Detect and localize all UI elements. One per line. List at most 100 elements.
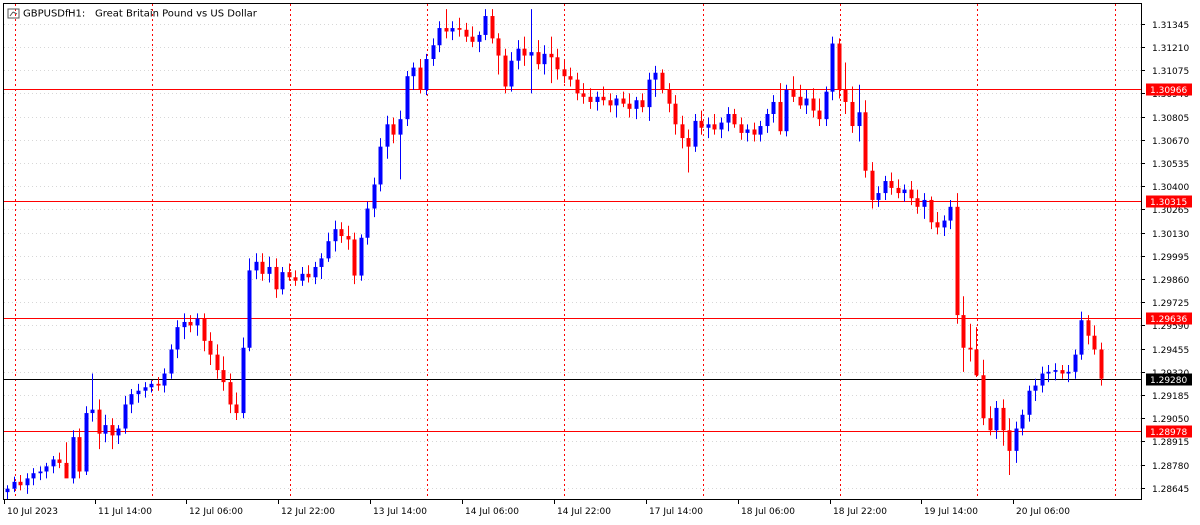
- bear-candle: [739, 117, 744, 140]
- candle-body: [175, 327, 180, 350]
- bull-candle: [1014, 421, 1019, 463]
- bull-candle: [195, 313, 200, 336]
- bear-candle: [981, 359, 986, 426]
- bull-candle: [948, 199, 953, 230]
- bear-candle: [202, 313, 207, 352]
- candle-body: [660, 72, 665, 90]
- candle-body: [496, 38, 501, 56]
- bull-candle: [1053, 363, 1058, 381]
- bear-candle: [575, 72, 580, 101]
- bull-candle: [1040, 366, 1045, 393]
- bull-candle: [431, 38, 436, 66]
- candle-body: [896, 187, 901, 194]
- bull-candle: [1027, 385, 1032, 422]
- bear-candle: [503, 48, 508, 94]
- bear-candle: [732, 108, 737, 128]
- candle-body: [391, 124, 396, 135]
- bear-candle: [712, 114, 717, 135]
- candle-body: [372, 184, 377, 209]
- bear-candle: [457, 17, 462, 37]
- bear-candle: [339, 222, 344, 243]
- candle-body: [876, 193, 881, 200]
- bull-candle: [477, 31, 482, 53]
- bear-candle: [935, 211, 940, 235]
- bear-candle: [837, 38, 842, 99]
- bull-candle: [143, 382, 148, 398]
- candle-body: [758, 126, 763, 135]
- candle-body: [116, 428, 121, 436]
- bull-candle: [542, 45, 547, 75]
- bull-candle: [516, 40, 521, 70]
- candle-body: [1086, 320, 1091, 336]
- candle-body: [1066, 371, 1071, 374]
- bear-candle: [778, 83, 783, 135]
- candle-body: [863, 112, 868, 171]
- candle-body: [1046, 371, 1051, 374]
- time-tick-label: 18 Jul 06:00: [741, 507, 795, 517]
- bull-candle: [771, 95, 776, 123]
- candle-body: [123, 404, 128, 429]
- price-tick-label: 1.29995: [1152, 253, 1189, 263]
- bear-candle: [621, 91, 626, 108]
- time-tick-label: 13 Jul 14:00: [373, 507, 427, 517]
- candle-body: [274, 266, 279, 290]
- candle-body: [44, 466, 49, 472]
- candle-body: [555, 57, 560, 70]
- candle-body: [824, 91, 829, 120]
- candle-body: [522, 48, 527, 56]
- bull-candle: [71, 430, 76, 484]
- bear-candle: [640, 93, 645, 113]
- price-tick-label: 1.29725: [1152, 299, 1189, 309]
- candle-body: [103, 425, 108, 434]
- bear-candle: [798, 84, 803, 109]
- price-tick-label: 1.30400: [1152, 183, 1189, 193]
- bull-candle: [902, 184, 907, 202]
- bear-candle: [1092, 325, 1097, 355]
- price-tick-label: 1.29455: [1152, 346, 1189, 356]
- price-tick-label: 1.29050: [1152, 415, 1189, 425]
- bear-candle: [1099, 342, 1104, 386]
- bear-candle: [208, 332, 213, 365]
- time-tick-label: 10 Jul 2023: [7, 507, 58, 517]
- candle-body: [129, 394, 134, 405]
- bear-candle: [188, 315, 193, 333]
- candle-body: [228, 382, 233, 405]
- bear-candle: [680, 115, 685, 149]
- candle-body: [162, 373, 167, 386]
- candle-body: [791, 89, 796, 97]
- candle-body: [77, 437, 82, 472]
- candle-body: [431, 45, 436, 59]
- candle-body: [398, 119, 403, 135]
- bear-candle: [915, 189, 920, 214]
- horizontal-levels[interactable]: [4, 89, 1141, 432]
- bull-candle: [437, 21, 442, 53]
- grid-lines: [4, 24, 1141, 489]
- bull-candle: [857, 84, 862, 142]
- bull-candle: [280, 266, 285, 295]
- bull-candle: [136, 383, 141, 403]
- level-price-tag: [1146, 312, 1192, 325]
- candle-body: [562, 69, 567, 77]
- candle-body: [97, 409, 102, 434]
- time-axis[interactable]: 10 Jul 2023 11 Jul 14:00 12 Jul 06:00 12 Ju…: [4, 499, 1141, 517]
- candle-body: [568, 76, 573, 80]
- candle-body: [981, 375, 986, 419]
- candle-body: [31, 473, 36, 479]
- candle-body: [955, 206, 960, 316]
- bull-candle: [509, 52, 514, 92]
- bear-candle: [287, 263, 292, 281]
- chart-symbol: GBPUSDf: [23, 9, 69, 20]
- bear-candle: [346, 225, 351, 250]
- candle-body: [293, 277, 298, 281]
- bear-candle: [863, 100, 868, 178]
- candle-body: [902, 189, 907, 194]
- bear-candle: [699, 110, 704, 135]
- candle-body: [247, 270, 252, 348]
- candle-body: [974, 349, 979, 376]
- bull-candle: [653, 65, 658, 97]
- bull-candle: [922, 193, 927, 219]
- bull-candle: [784, 84, 789, 137]
- bear-candle: [843, 62, 848, 114]
